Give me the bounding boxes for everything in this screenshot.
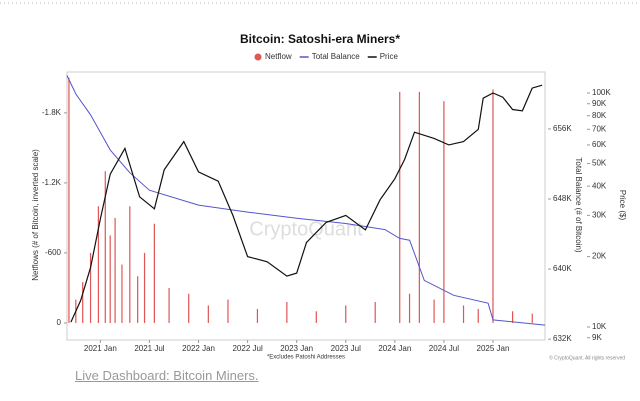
netflow-bar [315,311,317,323]
chart-title: Bitcoin: Satoshi-era Miners* [240,32,400,46]
netflow-bar [477,308,479,323]
legend-label: Netflow [265,52,292,61]
x-tick-label: 2025 Jan [477,344,510,353]
y3-tick-label: 100K [592,88,611,97]
copyright: © CryptoQuant. All rights reserved [549,354,625,361]
watermark: CryptoQuant [249,218,363,240]
legend-label: Total Balance [312,52,361,61]
netflow-bar [408,293,411,323]
x-tick-label: 2021 Jan [84,344,117,353]
netflow-bar [256,308,259,323]
netflow-bar [512,311,514,323]
x-tick-label: 2024 Jan [378,344,411,353]
x-tick-label: 2022 Jul [232,344,262,353]
y3-tick-label: 40K [592,181,607,190]
plot-frame [66,71,546,341]
netflow-bar [399,91,401,323]
y-tick-label: -600 [45,248,62,257]
y2-axis-label: Total Balance (# of Bitcoin) [574,157,583,252]
netflow-bar [531,313,533,323]
netflow-bar [374,301,376,323]
y3-tick-label: 90K [592,99,607,108]
netflow-bar [114,217,116,323]
netflow-bar [345,305,347,323]
y3-tick-label: 80K [592,111,607,120]
legend-label: Price [380,52,399,61]
x-tick-label: 2021 Jul [134,344,164,353]
y2-tick-label: 632K [553,334,572,343]
netflow-bar [227,299,229,323]
legend-marker [254,53,262,61]
netflow-bar [89,252,92,323]
netflow-bar [82,282,84,323]
netflow-bar [168,287,170,323]
y3-tick-label: 9K [592,333,602,342]
netflow-bar [418,91,420,323]
netflow-bar [462,305,465,323]
y-tick-label: 0 [57,318,62,327]
netflow-bar [97,206,100,323]
netflow-bar [109,235,111,323]
netflow-bar [207,305,209,323]
footnote: *Excludes Patoshi Addresses [267,355,345,361]
netflow-bar [137,276,139,323]
series-line [70,84,543,323]
netflow-bar [286,301,288,323]
x-tick-label: 2022 Jan [182,344,215,353]
x-tick-label: 2023 Jul [331,344,361,353]
netflow-bar [143,252,146,323]
y3-tick-label: 70K [592,124,607,133]
y3-axis-label: Price ($) [618,190,627,221]
y3-tick-label: 50K [592,159,607,168]
netflow-bar [153,223,155,323]
y-axis-label: Netflows (# of Bitcoin, inverted scale) [31,149,40,281]
netflow-bar [188,293,190,323]
netflow-bar [129,206,131,323]
netflow-bar [433,299,435,323]
netflow-bar [104,171,106,323]
x-tick-label: 2024 Jul [429,344,459,353]
netflow-bar [68,77,70,323]
y3-tick-label: 20K [592,252,607,261]
netflow-bar [492,89,494,323]
y3-tick-label: 30K [592,210,607,219]
y2-tick-label: 640K [553,264,572,273]
y-tick-label: -1.8K [42,108,62,117]
netflow-bar [443,101,445,323]
y-tick-label: -1.2K [42,178,62,187]
x-tick-label: 2023 Jan [280,344,313,353]
dashboard-link[interactable]: Live Dashboard: Bitcoin Miners. [75,368,259,383]
y3-tick-label: 10K [592,322,607,331]
y2-tick-label: 648K [553,194,572,203]
series-line [66,75,546,326]
y3-tick-label: 60K [592,140,607,149]
netflow-bar [121,264,123,323]
y2-tick-label: 656K [553,124,572,133]
